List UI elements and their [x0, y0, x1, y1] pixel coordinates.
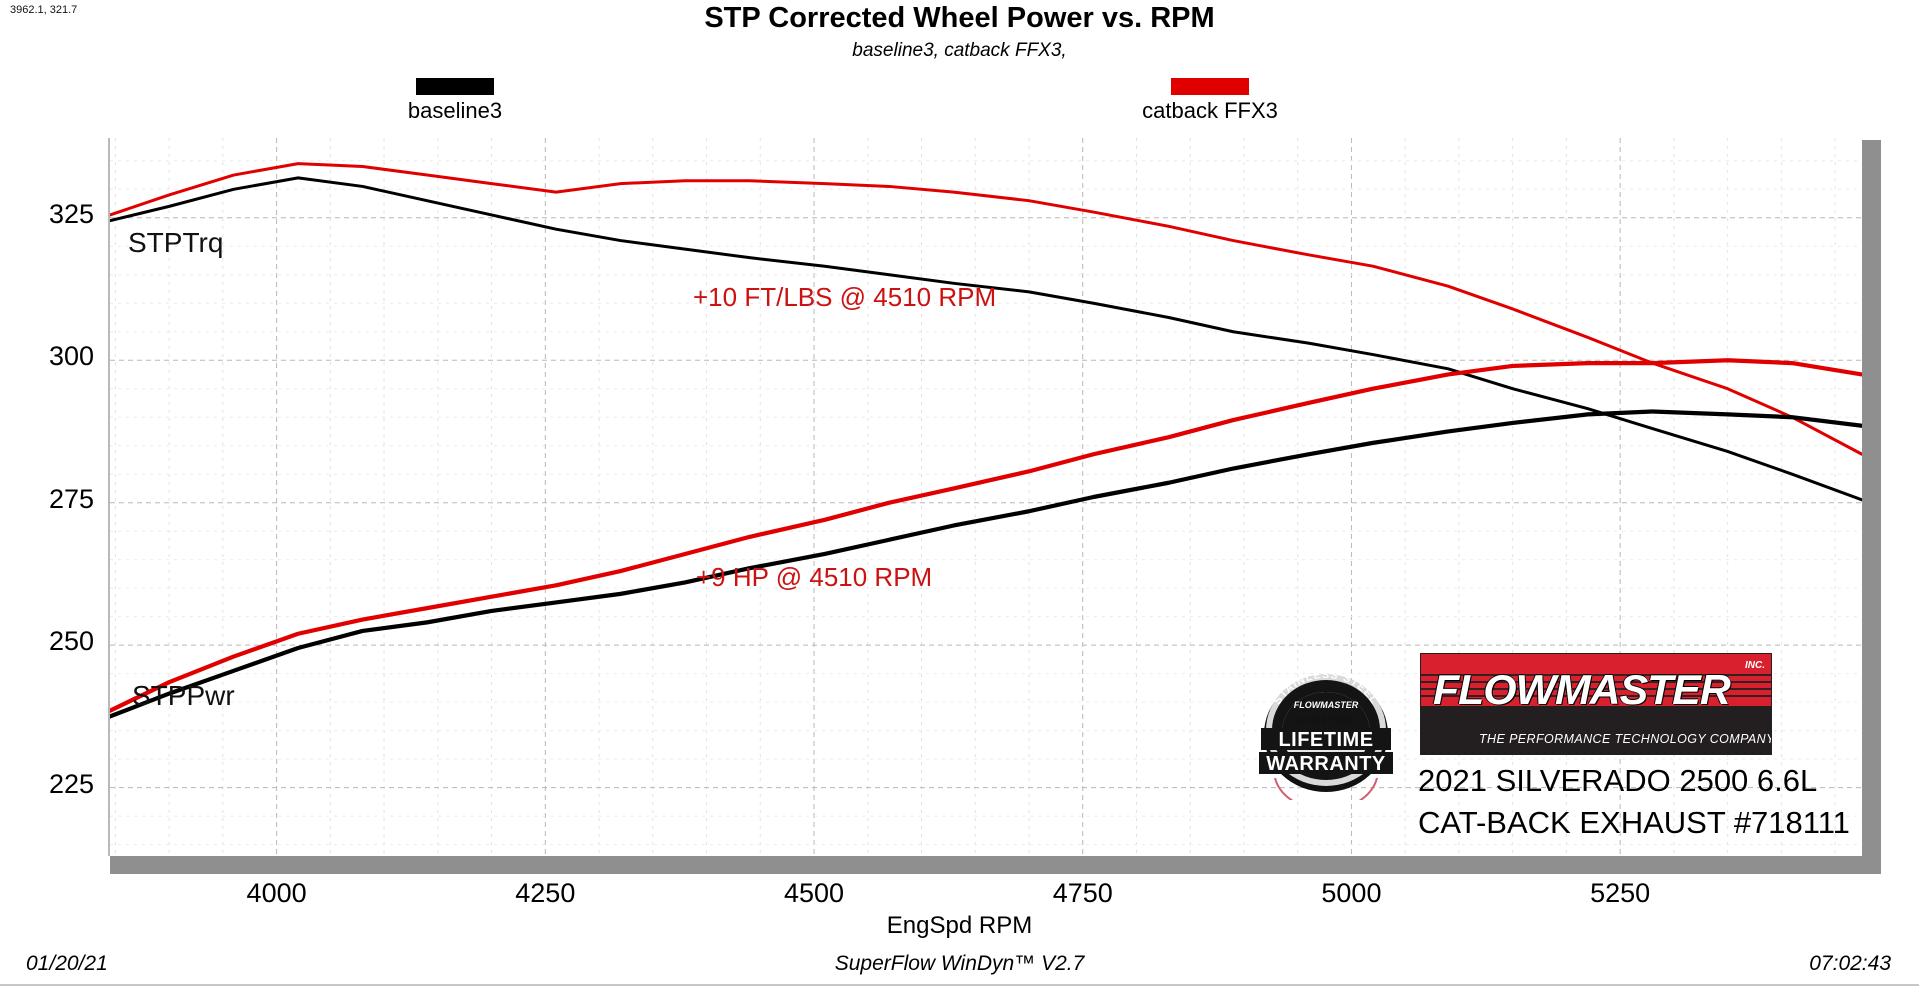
curve-layer [110, 162, 1862, 719]
legend-label-catback: catback FFX3 [1142, 98, 1278, 123]
y-axis-tick-325: 325 [48, 198, 94, 229]
legend-swatch-catback [1171, 78, 1249, 95]
vehicle-description-line-2: CAT-BACK EXHAUST #718111 [1418, 805, 1850, 840]
y-axis-tick-250: 250 [48, 626, 94, 657]
svg-text:LIMITED: LIMITED [1297, 715, 1355, 727]
x-axis-tick-4000: 4000 [246, 878, 307, 908]
annotation-power-gain: +9 HP @ 4510 RPM [696, 562, 933, 592]
plot-bottom-axis-rule [110, 856, 1881, 874]
svg-text:WARRANTY: WARRANTY [1266, 753, 1386, 775]
x-axis-tick-5250: 5250 [1590, 878, 1651, 908]
y-axis-tick-275: 275 [48, 483, 94, 514]
footer-application: SuperFlow WinDyn™ V2.7 [834, 952, 1085, 975]
chart-subtitle: baseline3, catback FFX3, [852, 40, 1067, 61]
logo-stripes [1421, 674, 1771, 708]
x-axis-tick-4250: 4250 [515, 878, 576, 908]
footer-date: 01/20/21 [26, 952, 108, 975]
x-axis-tick-4500: 4500 [783, 878, 845, 908]
annotation-torque-gain: +10 FT/LBS @ 4510 RPM [693, 282, 997, 312]
cursor-readout: 3962.1, 321.7 [10, 4, 78, 16]
legend-item-catback[interactable]: catback FFX3 [1040, 78, 1380, 124]
vehicle-description-line-1: 2021 SILVERADO 2500 6.6L [1418, 763, 1818, 798]
series-label-stppwr: STPPwr [132, 680, 235, 711]
logo-wordmark: FLOWMASTER [1433, 666, 1731, 713]
plot-left-axis-rule [108, 138, 111, 856]
logo-inc-mark: INC. [1745, 660, 1765, 671]
y-axis-tick-300: 300 [48, 341, 94, 372]
y-axis-tick-225: 225 [48, 768, 94, 799]
flowmaster-logo: FLOWMASTER INC. THE PERFORMANCE TECHNOLO… [1420, 653, 1772, 755]
footer-time: 07:02:43 [1809, 952, 1891, 975]
chart-title: STP Corrected Wheel Power vs. RPM [704, 2, 1215, 34]
svg-text:FLOWMASTER: FLOWMASTER [1294, 700, 1359, 710]
logo-red-band [1421, 654, 1771, 706]
svg-text:LIFETIME: LIFETIME [1278, 729, 1373, 751]
series-label-stptrq: STPTrq [128, 227, 224, 258]
x-axis-title: EngSpd RPM [886, 912, 1033, 939]
plot-right-scroll-rule[interactable] [1862, 140, 1881, 870]
lifetime-warranty-badge-icon: STAINLESS STEEL FLOWMASTER LIMITED LIFET… [1259, 669, 1393, 800]
x-axis-tick-5000: 5000 [1321, 878, 1382, 908]
branding-block: STAINLESS STEEL FLOWMASTER LIMITED LIFET… [1255, 653, 1870, 853]
legend-item-baseline3[interactable]: baseline3 [330, 78, 580, 124]
logo-tagline: THE PERFORMANCE TECHNOLOGY COMPANY [1479, 732, 1772, 746]
legend-swatch-baseline3 [416, 78, 494, 95]
legend-label-baseline3: baseline3 [407, 98, 503, 123]
x-axis-tick-4750: 4750 [1052, 878, 1113, 908]
